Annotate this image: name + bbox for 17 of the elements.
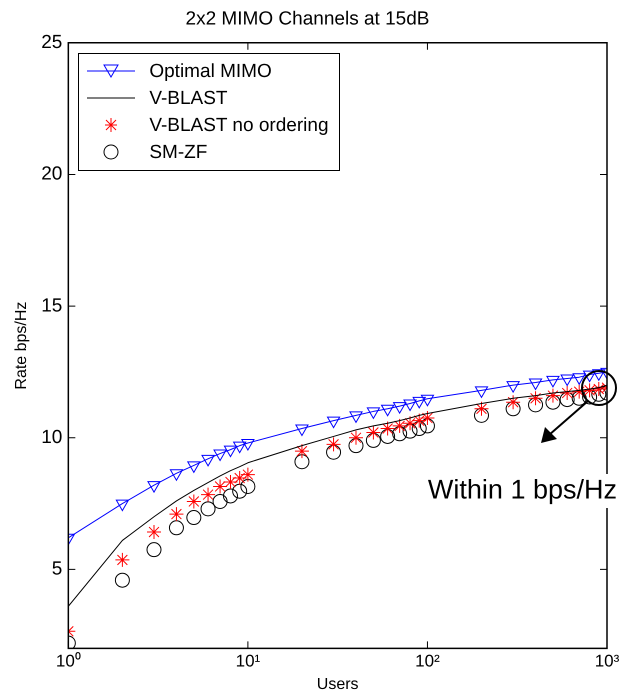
y-tick-label: 5	[52, 558, 62, 580]
legend-label: V-BLAST no ordering	[149, 114, 329, 138]
y-axis-title: Rate bps/Hz	[13, 302, 30, 390]
x-tick-label: 10¹	[236, 651, 261, 670]
y-tick-label: 10	[41, 426, 62, 448]
legend-label: V-BLAST	[149, 86, 228, 111]
y-tick-label: 15	[41, 295, 62, 316]
legend-label: Optimal MIMO	[149, 60, 272, 84]
x-tick-label: 10⁰	[56, 651, 81, 670]
legend-label: SM-ZF	[149, 140, 208, 165]
annotation: Within 1 bps/Hz	[428, 474, 617, 504]
chart-title: 2x2 MIMO Channels at 15dB	[186, 8, 430, 30]
x-axis-title: Users	[316, 676, 359, 693]
x-tick-label: 10³	[594, 651, 620, 670]
y-tick-label: 20	[41, 164, 62, 185]
y-tick-label: 25	[41, 32, 62, 54]
x-tick-label: 10²	[415, 651, 440, 670]
